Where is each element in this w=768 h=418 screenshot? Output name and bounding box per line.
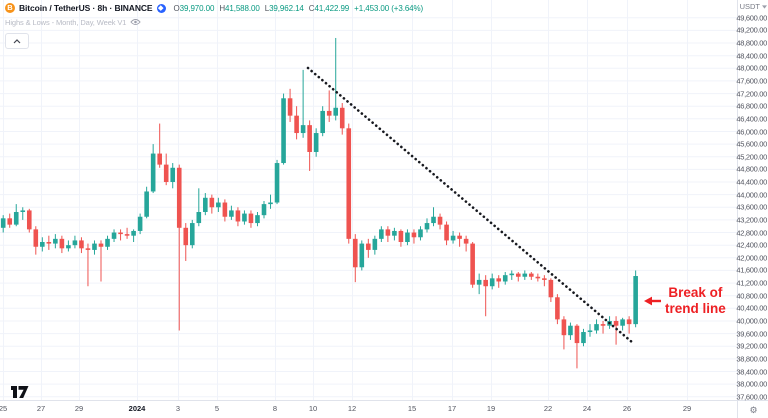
ohlc-letter: C (308, 3, 315, 13)
price-axis-label: 48,400.00 (736, 51, 767, 61)
price-axis-label: 48,000.00 (736, 63, 767, 73)
axis-corner: ⚙ (737, 400, 768, 418)
eye-icon[interactable] (130, 18, 142, 26)
price-axis-label: 43,200.00 (736, 215, 767, 225)
left-arrow-icon (644, 296, 661, 306)
price-axis-label: 37,600.00 (736, 392, 767, 402)
price-axis-label: 47,200.00 (736, 89, 767, 99)
price-axis-label: 41,600.00 (736, 265, 767, 275)
tradingview-logo-icon[interactable] (10, 384, 30, 399)
price-axis-label: 40,400.00 (736, 303, 767, 313)
chart-legend: B Bitcoin / TetherUS · 8h · BINANCE O39,… (5, 2, 423, 49)
chevron-up-icon (13, 38, 21, 43)
price-axis-label: 38,000.00 (736, 379, 767, 389)
price-axis-label: 39,600.00 (736, 329, 767, 339)
ohlc-values: O39,970.00 H41,588.00 L39,962.14 C41,422.99… (174, 4, 424, 13)
time-axis-label: 15 (407, 404, 417, 413)
gear-icon[interactable]: ⚙ (749, 404, 758, 415)
ohlc-letter: H (219, 3, 226, 13)
price-axis-label: 49,200.00 (736, 25, 767, 35)
price-axis-label: 38,400.00 (736, 367, 767, 376)
time-axis-label: 12 (347, 404, 357, 413)
ohlc-letter: L (264, 3, 270, 13)
price-axis[interactable]: USDT 49,600.00 49,200.00 48,800.00 48,400.0… (736, 0, 768, 402)
time-axis-label: 2024 (128, 404, 146, 413)
price-axis-label: 38,800.00 (736, 354, 767, 364)
price-axis-label: 44,400.00 (736, 177, 767, 187)
trend-line[interactable] (306, 66, 634, 344)
change-value: +1,453.00 (+3.64%) (354, 3, 424, 13)
price-axis-label: 44,800.00 (736, 164, 767, 174)
time-axis-label: 17 (447, 404, 457, 413)
price-axis-label: 49,600.00 (736, 13, 767, 23)
legend-collapse-button[interactable] (5, 33, 29, 49)
time-axis-label: 29 (682, 404, 692, 413)
currency-label[interactable]: USDT (740, 2, 767, 11)
price-axis-label: 44,000.00 (736, 190, 767, 200)
ohlc-letter: O (173, 3, 180, 13)
price-axis-label: 42,400.00 (736, 240, 767, 250)
time-axis-label: 3 (175, 404, 181, 413)
price-axis-label: 46,400.00 (736, 114, 767, 124)
price-axis-label: 40,800.00 (736, 291, 767, 301)
price-axis-label: 42,800.00 (736, 228, 767, 237)
gridlines (0, 0, 737, 400)
price-axis-label: 45,600.00 (736, 139, 767, 149)
price-axis-label: 41,200.00 (736, 278, 767, 288)
indicator-label[interactable]: Highs & Lows - Month, Day, Week V1 (5, 17, 127, 27)
time-axis-label: 5 (214, 404, 220, 413)
time-axis-label: 27 (36, 404, 46, 413)
price-axis-label: 39,200.00 (736, 341, 767, 351)
price-axis-label: 45,200.00 (736, 152, 767, 162)
ohlc-value: 39,970.00 (179, 3, 215, 13)
annotation-text: Break of trend line (665, 285, 726, 316)
candlestick-chart[interactable] (0, 0, 737, 400)
price-axis-label: 42,000.00 (736, 253, 767, 263)
price-axis-label: 43,600.00 (736, 202, 767, 212)
ohlc-value: 41,588.00 (225, 3, 260, 13)
time-axis-label: 26 (622, 404, 632, 413)
bitcoin-logo-icon: B (5, 3, 15, 13)
time-axis-label: 29 (74, 404, 84, 413)
price-axis-label: 47,600.00 (736, 76, 767, 86)
time-axis-label: 22 (543, 404, 553, 413)
time-axis-label: 10 (308, 404, 318, 413)
ohlc-value: 41,422.99 (314, 3, 350, 13)
exchange-logo-icon (156, 3, 166, 13)
time-axis-label: 25 (0, 404, 8, 413)
time-axis-label: 8 (272, 404, 278, 413)
symbol-title[interactable]: Bitcoin / TetherUS · 8h · BINANCE (19, 3, 153, 13)
candles (0, 37, 638, 369)
time-axis[interactable]: 25 27 29 2024 3 5 8 10 12 15 17 19 22 24 26 29 (0, 400, 737, 418)
price-axis-label: 40,000.00 (736, 316, 767, 326)
trendline-break-annotation[interactable]: Break of trend line (644, 285, 726, 317)
price-axis-label: 48,800.00 (736, 38, 767, 48)
time-axis-label: 19 (486, 404, 496, 413)
price-axis-label: 46,800.00 (736, 101, 767, 111)
price-axis-label: 46,000.00 (736, 127, 767, 136)
time-axis-label: 24 (582, 404, 592, 413)
ohlc-value: 39,962.14 (269, 3, 304, 13)
chart-pane[interactable]: B Bitcoin / TetherUS · 8h · BINANCE O39,… (0, 0, 737, 400)
chevron-down-icon (762, 4, 767, 9)
